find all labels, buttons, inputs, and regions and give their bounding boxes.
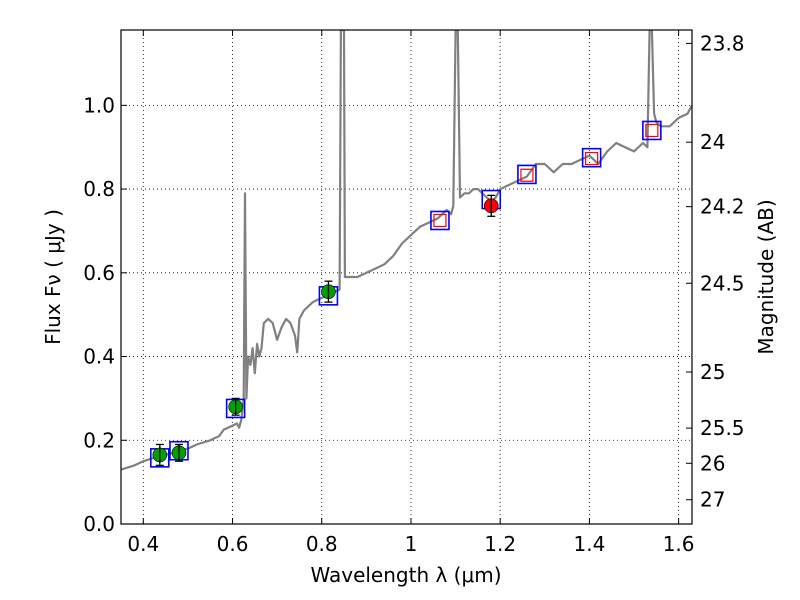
axis-ticks: 0.4 0.6 0.8 1 1.2 1.4 1.6 0.0 0.2 0.4 0.6 0.8 1.0 23.…: [83, 30, 745, 556]
magnitude-tick-label: 26: [700, 451, 725, 475]
magnitude-tick-label: 25.5: [700, 416, 745, 440]
x-tick-label: 1.2: [484, 532, 516, 556]
magnitude-tick-label: 24: [700, 130, 725, 154]
y-tick-label: 0.4: [83, 345, 115, 369]
x-tick-label: 0.4: [127, 532, 159, 556]
y-tick-label: 0.0: [83, 512, 115, 536]
model-spectrum-layer: [121, 30, 692, 471]
model-photometry-square: [517, 164, 537, 185]
x-tick-label: 0.8: [306, 532, 338, 556]
magnitude-tick-label: 24.2: [700, 195, 745, 219]
x-tick-label: 1: [405, 532, 418, 556]
plot-frame: [120, 29, 693, 525]
model-photometry-square: [430, 210, 450, 231]
upper-limit-square: [520, 168, 534, 182]
photometry-markers-layer: [150, 120, 662, 468]
magnitude-tick-label: 25: [700, 360, 725, 384]
x-axis-label: Wavelength λ (μm): [310, 563, 501, 587]
magnitude-tick-label: 23.8: [700, 31, 745, 55]
y-axis-label: Flux Fν ( μJy ): [41, 209, 65, 345]
y-tick-label: 0.8: [83, 177, 115, 201]
upper-limit-square: [585, 151, 599, 166]
model-photometry-square: [581, 147, 602, 168]
x-tick-label: 1.6: [663, 532, 695, 556]
magnitude-tick-label: 24.5: [700, 271, 745, 295]
upper-limit-square: [645, 123, 659, 138]
y-tick-label: 0.6: [83, 261, 115, 285]
x-tick-label: 0.6: [217, 532, 249, 556]
x-tick-label: 1.4: [573, 532, 605, 556]
y-tick-label: 1.0: [83, 93, 115, 117]
upper-limit-square: [433, 213, 447, 228]
grid-lines: [121, 30, 692, 525]
magnitude-tick-label: 27: [700, 488, 725, 512]
model-spectrum-line: [121, 30, 692, 471]
y-tick-label: 0.2: [83, 428, 115, 452]
y-axis-right-label: Magnitude (AB): [754, 199, 778, 354]
model-photometry-square: [642, 120, 662, 141]
